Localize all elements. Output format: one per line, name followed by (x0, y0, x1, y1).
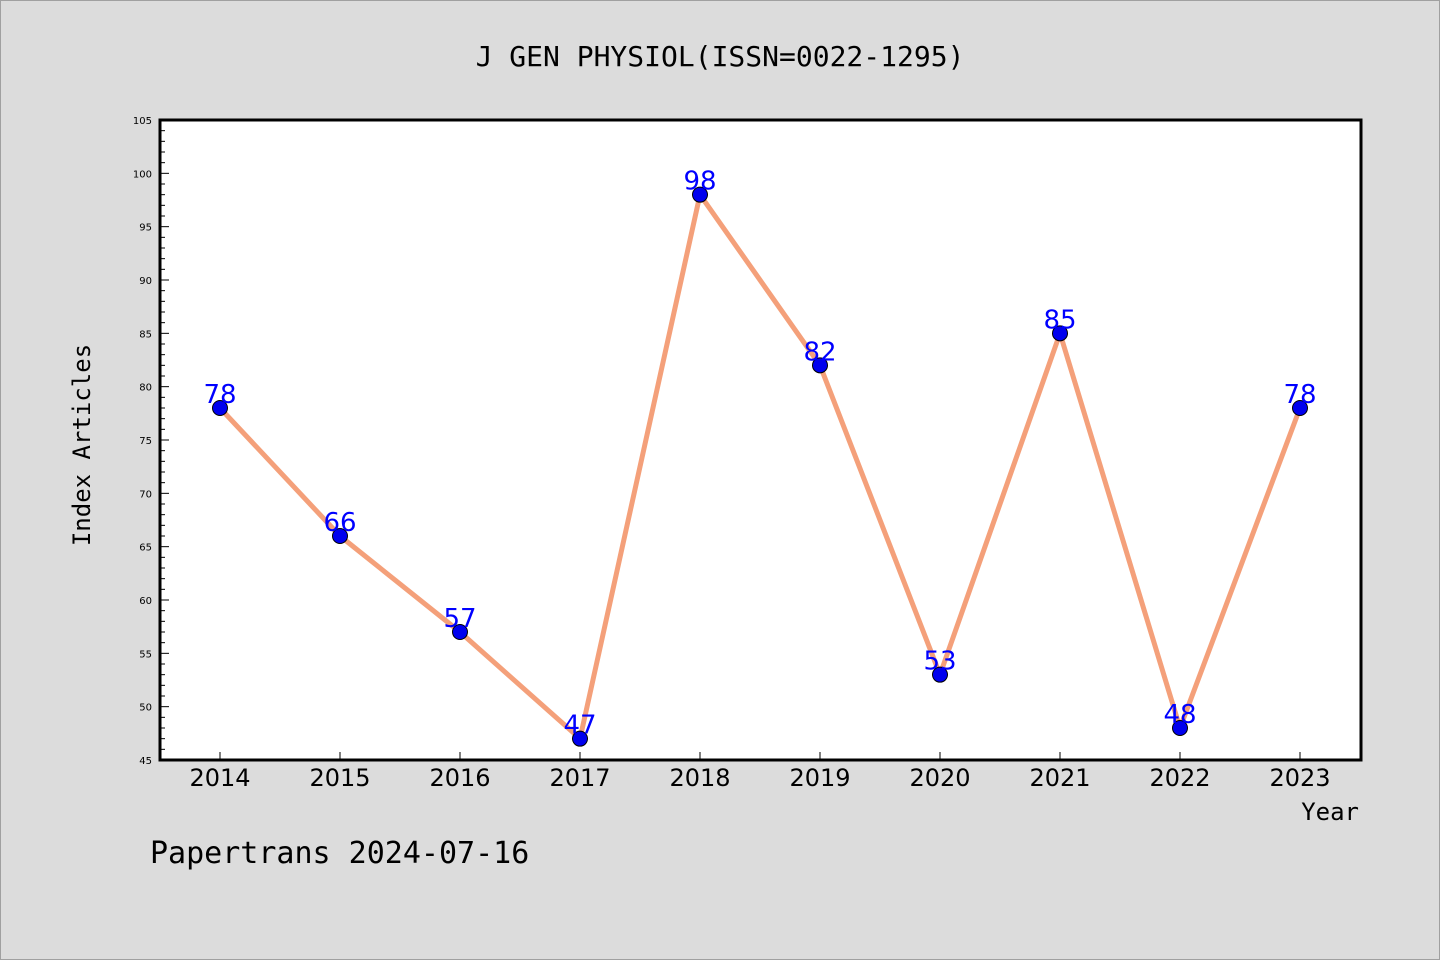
y-tick-label: 45 (139, 756, 152, 767)
data-point (692, 186, 708, 203)
y-tick-label: 85 (139, 329, 152, 340)
data-point (452, 624, 468, 640)
x-axis: 2014 2015 2016 2017 2018 2019 2020 2021 2022 2023 (189, 752, 1331, 792)
data-label: 57 (443, 604, 476, 634)
x-tick-label: 2019 (789, 764, 850, 792)
data-point (1052, 325, 1068, 342)
data-point (1172, 720, 1188, 736)
data-label: 48 (1163, 700, 1196, 730)
data-label: 82 (803, 337, 836, 367)
data-label: 85 (1043, 305, 1076, 335)
data-point (932, 666, 948, 683)
y-tick-label: 55 (139, 649, 152, 660)
y-axis: 45 50 55 60 65 70 75 80 85 90 95 100 105 (133, 116, 169, 767)
x-tick-label: 2022 (1149, 764, 1210, 792)
footer-stamp: Papertrans 2024-07-16 (150, 836, 529, 871)
data-point (212, 400, 228, 416)
y-tick-label: 75 (139, 436, 152, 447)
x-tick-label: 2018 (669, 764, 730, 792)
y-tick-label: 95 (139, 223, 152, 234)
x-tick-label: 2020 (909, 764, 970, 792)
markers-group (212, 186, 1308, 747)
y-tick-label: 50 (139, 703, 152, 714)
y-tick-label: 80 (139, 383, 152, 394)
data-label: 98 (683, 167, 716, 197)
series-line-group (218, 192, 1303, 742)
x-tick-label: 2015 (309, 764, 370, 792)
x-tick-label: 2017 (549, 764, 610, 792)
series-line (218, 192, 1303, 742)
data-label: 66 (323, 508, 356, 538)
x-tick-label: 2014 (189, 764, 250, 792)
y-axis-label: Index Articles (68, 344, 96, 546)
data-point (1292, 400, 1308, 416)
x-axis-label: Year (1301, 798, 1359, 826)
x-tick-label: 2016 (429, 764, 490, 792)
data-point (572, 730, 588, 747)
data-labels-group: 78 66 57 47 98 82 53 85 48 78 (203, 167, 1316, 741)
data-point (812, 357, 828, 374)
chart-title: J GEN PHYSIOL(ISSN=0022-1295) (476, 40, 965, 73)
data-label: 78 (1283, 380, 1316, 410)
data-label: 78 (203, 380, 236, 410)
y-tick-label: 70 (139, 489, 152, 500)
x-tick-label: 2023 (1269, 764, 1330, 792)
data-point (332, 528, 348, 544)
x-tick-label: 2021 (1029, 764, 1090, 792)
data-label: 53 (923, 647, 956, 677)
y-tick-label: 100 (133, 169, 152, 180)
y-tick-label: 65 (139, 543, 152, 554)
y-tick-label: 90 (139, 276, 152, 287)
y-tick-label: 60 (139, 596, 152, 607)
plot-area (158, 118, 1363, 762)
y-tick-label: 105 (133, 116, 152, 127)
data-label: 47 (563, 711, 596, 741)
